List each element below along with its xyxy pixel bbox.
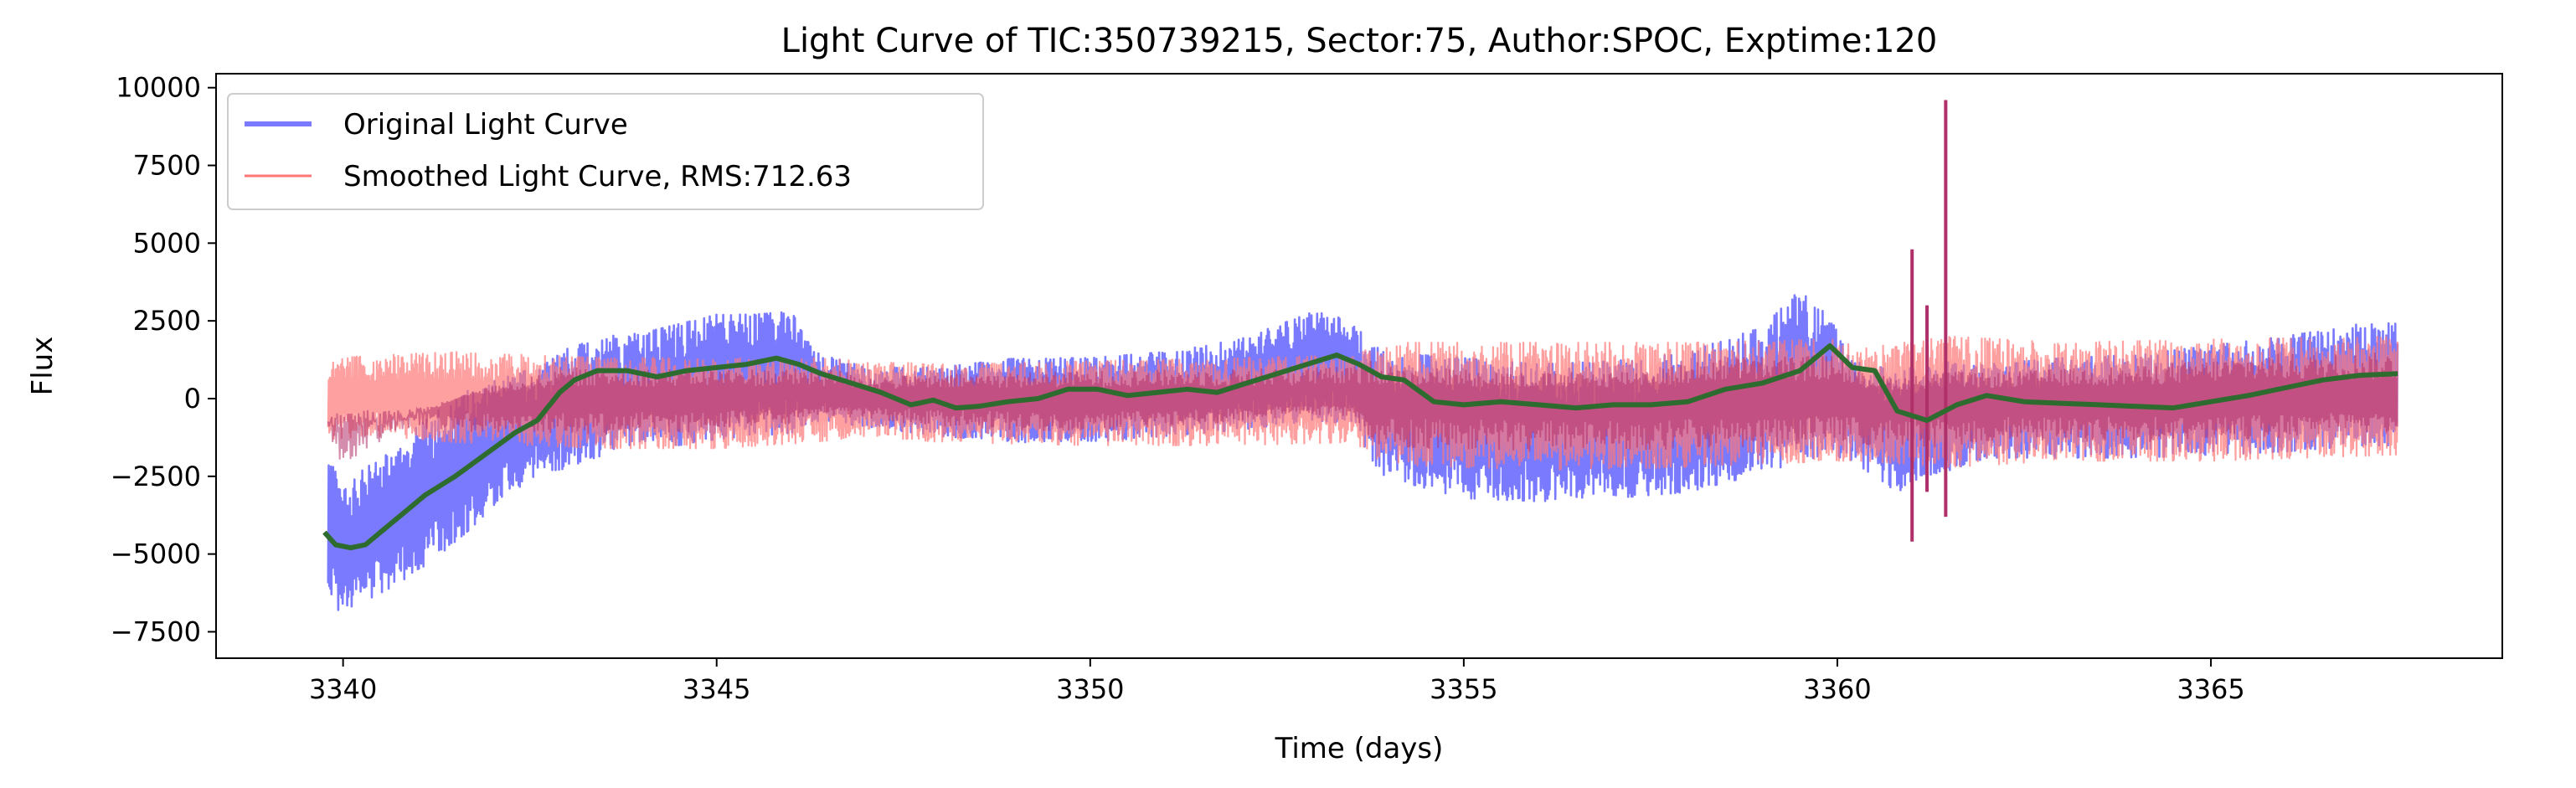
y-axis-title: Flux: [26, 337, 59, 396]
y-tick-label: 10000: [116, 72, 201, 104]
y-tick-label: 0: [184, 383, 201, 415]
x-tick-label: 3365: [2177, 673, 2244, 705]
x-tick-label: 3355: [1430, 673, 1497, 705]
legend-box: [227, 93, 984, 210]
x-axis-title: Time (days): [1275, 732, 1444, 765]
chart-title: Light Curve of TIC:350739215, Sector:75,…: [781, 22, 1938, 60]
y-tick-label: 7500: [133, 150, 201, 182]
legend: Original Light Curve Smoothed Light Curv…: [227, 93, 984, 210]
y-tick-label: −2500: [111, 461, 201, 492]
y-axis: −7500 −5000 −2500 0 2500 5000 7500 10000: [111, 72, 216, 647]
legend-label-original: Original Light Curve: [343, 108, 628, 142]
x-tick-label: 3340: [309, 673, 377, 705]
x-axis: 3340 3345 3350 3355 3360 3365: [309, 658, 2245, 705]
x-tick-label: 3350: [1056, 673, 1124, 705]
x-tick-label: 3360: [1803, 673, 1871, 705]
legend-label-smoothed: Smoothed Light Curve, RMS:712.63: [343, 160, 852, 193]
y-tick-label: −5000: [111, 538, 201, 570]
series-trend-line: [322, 342, 2398, 551]
series-overlap-band: [327, 352, 2398, 460]
y-tick-label: −7500: [111, 615, 201, 647]
plot-series-group: [322, 100, 2399, 611]
y-tick-label: 5000: [133, 227, 201, 259]
plot-frame: [215, 73, 2503, 659]
x-tick-label: 3345: [683, 673, 750, 705]
y-tick-label: 2500: [133, 305, 201, 337]
